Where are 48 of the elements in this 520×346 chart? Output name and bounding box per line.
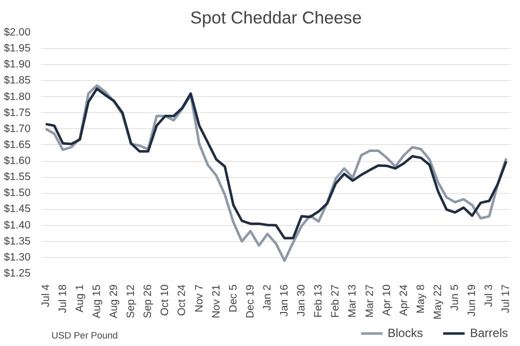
- y-tick-label: $1.45: [4, 203, 31, 216]
- chart-title: Spot Cheddar Cheese: [190, 8, 362, 28]
- x-tick-label: Jan 16: [278, 284, 291, 316]
- y-tick-label: $1.95: [4, 42, 31, 55]
- x-tick-label: Jul 3: [483, 284, 496, 308]
- y-tick-label: $1.55: [4, 171, 31, 184]
- y-tick-label: $1.60: [4, 155, 31, 168]
- y-tick-label: $1.25: [4, 268, 31, 280]
- y-tick-label: $1.75: [4, 106, 31, 119]
- y-tick-label: $1.35: [4, 235, 31, 248]
- x-tick-label: Aug 15: [90, 284, 103, 318]
- y-tick-label: $1.70: [4, 122, 31, 135]
- x-tick-label: Jul 4: [40, 284, 52, 308]
- text: USD Per Pound: [52, 330, 118, 340]
- y-tick-label: $1.65: [4, 138, 31, 151]
- x-tick-label: Oct 10: [159, 284, 172, 316]
- y-tick-label: $1.80: [4, 90, 31, 103]
- legend-label: Barrels: [470, 326, 508, 340]
- x-tick-label: Dec 19: [244, 284, 256, 318]
- x-tick-label: Nov 21: [210, 284, 222, 318]
- x-tick-label: Dec 5: [227, 284, 240, 312]
- legend-label: Blocks: [388, 326, 423, 340]
- x-tick-label: Jul 17: [500, 284, 512, 313]
- x-tick-label: Aug 29: [108, 284, 120, 318]
- x-tick-label: Aug 1: [74, 284, 86, 312]
- x-tick-label: Mar 27: [364, 284, 376, 318]
- x-tick-label: Sep 12: [125, 284, 138, 318]
- x-tick-label: May 8: [414, 284, 427, 314]
- x-tick-label: Apr 24: [398, 284, 410, 316]
- x-tick-label: May 22: [432, 284, 444, 320]
- y-tick-label: $1.85: [4, 74, 31, 87]
- x-tick-label: Jan 30: [296, 284, 308, 316]
- x-tick-label: Oct 24: [176, 284, 188, 316]
- x-tick-label: Sep 26: [142, 284, 154, 318]
- y-tick-label: $1.40: [4, 219, 31, 232]
- y-tick-label: $1.90: [4, 58, 31, 71]
- x-tick-label: Mar 13: [346, 284, 359, 318]
- x-tick-label: Jan 2: [261, 284, 274, 311]
- x-tick-label: Jun 5: [449, 284, 462, 311]
- y-tick-label: $2.00: [4, 26, 31, 38]
- x-tick-label: Feb 27: [330, 284, 342, 318]
- x-tick-label: Jun 19: [466, 284, 478, 316]
- y-tick-label: $1.50: [4, 187, 31, 200]
- x-tick-label: Feb 13: [312, 284, 325, 318]
- x-tick-label: Apr 10: [380, 284, 393, 316]
- x-tick-label: Jul 18: [56, 284, 69, 313]
- x-tick-label: Nov 7: [193, 284, 206, 312]
- y-tick-label: $1.30: [4, 251, 31, 264]
